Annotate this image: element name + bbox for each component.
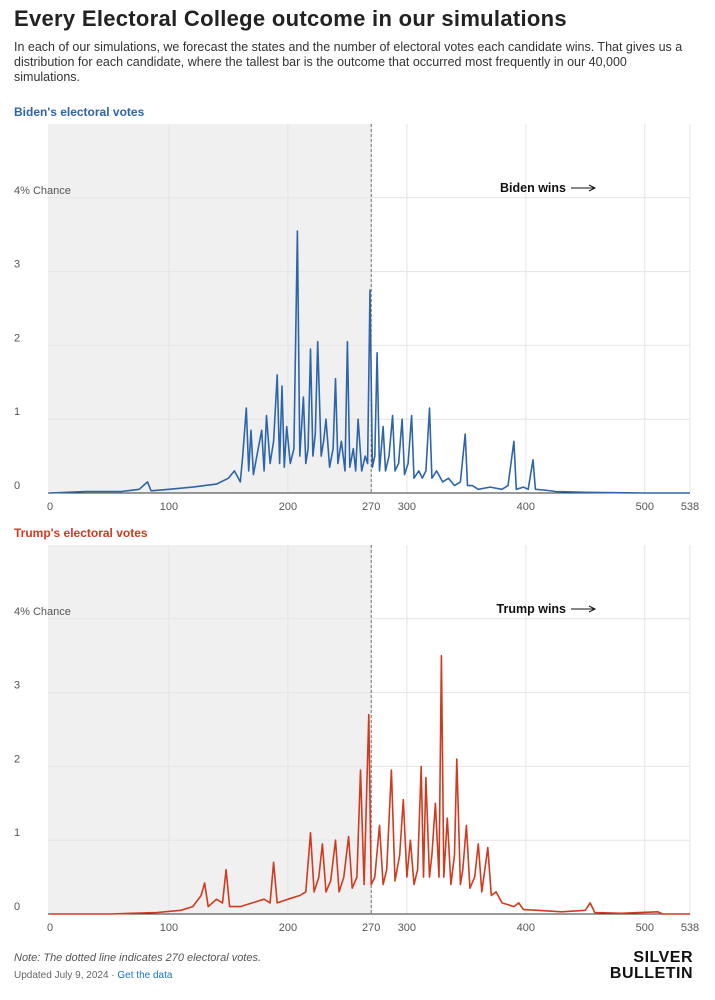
x-tick-label: 300 [398, 922, 416, 934]
y-tick-label: 3 [14, 680, 20, 692]
arrow-head [588, 184, 597, 192]
x-tick-label: 538 [681, 501, 699, 513]
y-tick-label: 2 [14, 332, 20, 344]
x-tick-label: 100 [160, 922, 178, 934]
y-tick-label: 4% Chance [14, 606, 71, 618]
y-tick-label: 0 [14, 901, 20, 913]
y-tick-label: 1 [14, 406, 20, 418]
distribution-line [49, 230, 690, 494]
y-tick-label: 2 [14, 753, 20, 765]
x-tick-label: 100 [160, 501, 178, 513]
y-tick-label: 4% Chance [14, 185, 71, 197]
distribution-line [50, 654, 690, 915]
updated-date: Updated July 9, 2024 · [14, 970, 118, 981]
description: In each of our simulations, we forecast … [14, 40, 683, 84]
updated: Updated July 9, 2024 · Get the data [14, 970, 172, 981]
shaded-region [48, 545, 372, 914]
chart-title: Trump's electoral votes [14, 526, 148, 540]
y-tick-label: 3 [14, 259, 20, 271]
arrow-head [588, 605, 597, 613]
x-tick-label: 400 [517, 922, 535, 934]
x-tick-label: 300 [398, 501, 416, 513]
shaded-region [48, 124, 372, 493]
y-tick-label: 0 [14, 480, 20, 492]
x-tick-label: 500 [636, 922, 654, 934]
x-tick-label: 400 [517, 501, 535, 513]
y-tick-label: 1 [14, 827, 20, 839]
data-link[interactable]: Get the data [117, 970, 173, 981]
x-tick-label: 200 [279, 922, 297, 934]
x-tick-label: 200 [279, 501, 297, 513]
annotation: Trump wins [497, 602, 567, 616]
x-tick-label: 0 [47, 922, 53, 934]
x-tick-label: 538 [681, 922, 699, 934]
note: Note: The dotted line indicates 270 elec… [14, 952, 262, 964]
chart-title: Biden's electoral votes [14, 105, 145, 119]
annotation: Biden wins [500, 181, 566, 195]
logo: SILVER BULLETIN [609, 949, 693, 982]
page-title: Every Electoral College outcome in our s… [14, 6, 567, 31]
x-tick-label: 270 [362, 501, 380, 513]
x-tick-label: 500 [636, 501, 654, 513]
x-tick-label: 270 [362, 922, 380, 934]
x-tick-label: 0 [47, 501, 53, 513]
